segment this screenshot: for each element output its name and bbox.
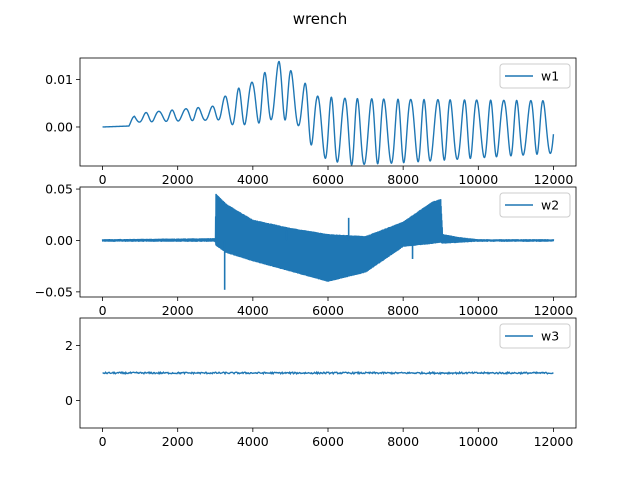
x-tick-label: 12000 — [534, 172, 574, 187]
x-tick-label: 12000 — [534, 434, 574, 449]
x-tick-label: 0 — [99, 172, 107, 187]
y-tick-label: 0.00 — [45, 119, 73, 134]
x-tick-label: 10000 — [458, 303, 498, 318]
subplot-w1: 0 2000 4000 6000 8000 10000 12000 0.00 0.01 w1 — [45, 57, 577, 187]
legend-box — [499, 192, 571, 218]
x-tick-label: 2000 — [162, 303, 194, 318]
figure-title: wrench — [293, 10, 348, 28]
y-tick-label: −0.05 — [35, 284, 73, 299]
series-line-w1 — [102, 60, 555, 166]
y-tick-label: 0.00 — [45, 233, 73, 248]
legend: w3 — [499, 323, 571, 349]
x-tick-label: 0 — [99, 434, 107, 449]
x-tick-label: 2000 — [162, 434, 194, 449]
legend: w2 — [499, 192, 571, 218]
x-tick-label: 8000 — [387, 434, 419, 449]
x-tick-label: 4000 — [237, 172, 269, 187]
subplot-w3: 0 2000 4000 6000 8000 10000 12000 0 2 w3 — [65, 317, 577, 449]
x-tick-label: 6000 — [312, 434, 344, 449]
legend-label: w1 — [541, 69, 559, 84]
y-tick-label: 0.01 — [45, 72, 73, 87]
y-tick-label: 0 — [65, 393, 73, 408]
legend-box — [499, 323, 571, 349]
x-tick-label: 10000 — [458, 172, 498, 187]
x-tick-label: 8000 — [387, 172, 419, 187]
x-tick-label: 2000 — [162, 172, 194, 187]
x-tick-label: 10000 — [458, 434, 498, 449]
legend-label: w2 — [541, 198, 559, 213]
series-line-w3 — [102, 370, 554, 376]
legend: w1 — [499, 63, 571, 89]
y-tick-label: 0.05 — [45, 182, 73, 197]
x-tick-label: 6000 — [312, 303, 344, 318]
x-tick-label: 12000 — [534, 303, 574, 318]
x-tick-label: 8000 — [387, 303, 419, 318]
x-tick-label: 6000 — [312, 172, 344, 187]
subplot-w2: 0 2000 4000 6000 8000 10000 12000 −0.05 0.00 0.05… — [35, 182, 577, 318]
series-line-w2 — [101, 193, 555, 282]
legend-box — [499, 63, 571, 89]
x-tick-label: 4000 — [237, 303, 269, 318]
x-tick-label: 4000 — [237, 434, 269, 449]
x-tick-label: 0 — [99, 303, 107, 318]
y-tick-label: 2 — [65, 338, 73, 353]
legend-label: w3 — [541, 329, 559, 344]
